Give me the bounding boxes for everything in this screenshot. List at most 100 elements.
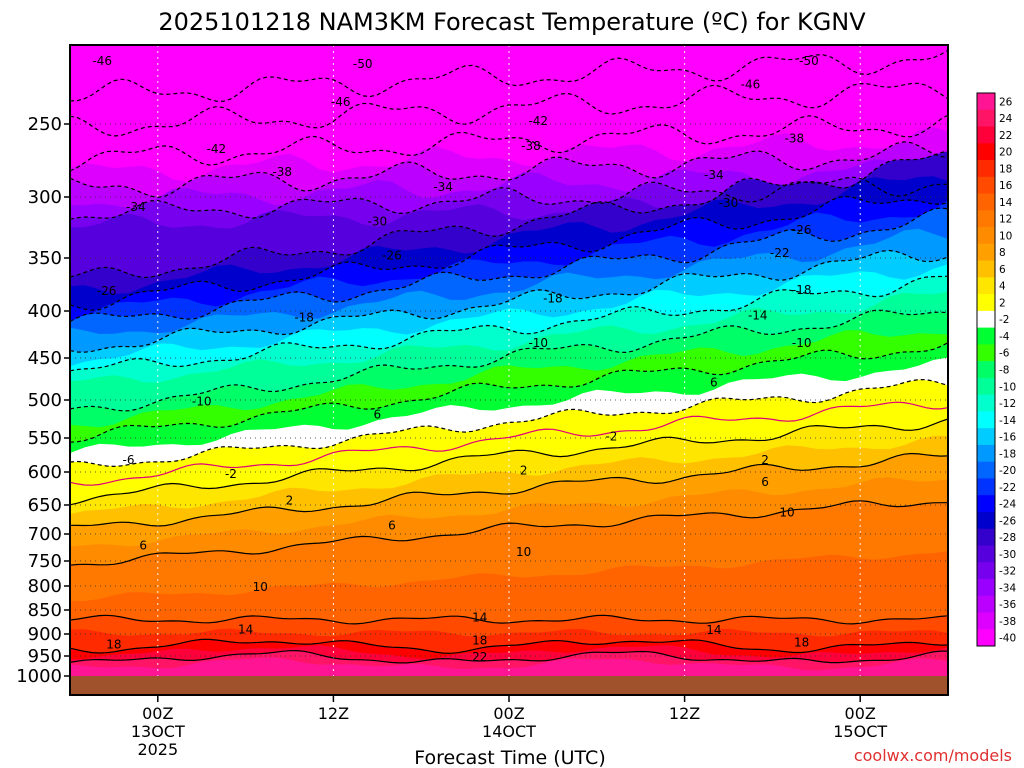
isotherm-label: -26 — [382, 249, 402, 263]
x-tick-label: 12Z — [669, 704, 700, 723]
isotherm-label-text: -50 — [799, 54, 819, 68]
colorbar-swatch — [977, 277, 995, 295]
isotherm-label-text: 18 — [106, 638, 121, 652]
isotherm-line — [69, 418, 949, 506]
x-tick-label: 00Z — [845, 704, 876, 723]
colorbar-label: 4 — [999, 281, 1006, 293]
isotherm-label: -46 — [741, 78, 761, 92]
colorbar-label: -6 — [999, 348, 1010, 360]
isotherm-line — [69, 452, 949, 527]
isotherm-label-text: 6 — [388, 518, 396, 532]
colorbar-swatch — [977, 160, 995, 178]
colorbar-swatch — [977, 478, 995, 496]
colorbar-swatch — [977, 327, 995, 345]
isotherm-label: 14 — [238, 623, 253, 637]
credit-link[interactable]: coolwx.com/models — [854, 746, 1012, 765]
isotherm-line — [69, 249, 949, 353]
freezing-line — [69, 401, 949, 486]
isotherm-line — [69, 309, 949, 412]
colorbar-swatch — [977, 394, 995, 412]
colorbar-label: -4 — [999, 331, 1010, 343]
isotherm-label: -30 — [367, 214, 387, 228]
colorbar-label: -38 — [999, 616, 1016, 628]
isotherm-label: 6 — [373, 407, 381, 421]
colorbar-swatch — [977, 109, 995, 128]
isotherm-label-text: 10 — [516, 545, 531, 559]
y-tick-label: 350 — [28, 248, 62, 269]
isotherm-label: -38 — [785, 132, 805, 146]
isotherm-label: -42 — [528, 114, 548, 128]
isotherm-label: -22 — [770, 246, 790, 260]
temperature-bands — [70, 127, 948, 696]
isotherm-label: -34 — [704, 168, 724, 182]
colorbar-swatch — [977, 562, 995, 580]
isotherm-label-text: -18 — [792, 283, 812, 297]
isotherm-label-text: 6 — [139, 538, 147, 552]
colorbar-label: 18 — [999, 163, 1012, 175]
y-tick-label: 300 — [28, 187, 62, 208]
isotherm-label: -6 — [123, 453, 135, 467]
x-tick-label: 00Z — [142, 704, 173, 723]
isotherm-label-text: -26 — [792, 223, 812, 237]
y-tick-label: 950 — [28, 646, 62, 667]
isotherm-label-text: 2 — [520, 464, 528, 478]
x-tick-label: 12Z — [318, 704, 349, 723]
colorbar-swatch — [977, 210, 995, 228]
colorbar-label: 16 — [999, 180, 1013, 192]
isotherm-label-text: 18 — [794, 635, 809, 649]
isotherm-label-text: -18 — [543, 291, 563, 305]
colorbar-swatch — [977, 361, 995, 379]
isotherm-label-text: -42 — [528, 114, 548, 128]
colorbar-label: -36 — [999, 599, 1016, 611]
isotherm-label-text: -34 — [126, 200, 146, 214]
isotherm-label: 10 — [516, 545, 531, 559]
isotherm-label: -18 — [294, 311, 314, 325]
x-tick-date: 13OCT — [131, 722, 185, 741]
isotherm-line — [69, 195, 949, 311]
isotherm-line — [69, 150, 949, 279]
y-tick-label: 650 — [28, 495, 62, 516]
isotherm-label-text: 6 — [373, 407, 381, 421]
colorbar-swatch — [977, 595, 995, 613]
colorbar-label: -16 — [999, 432, 1016, 444]
colorbar-label: -12 — [999, 398, 1016, 410]
isotherm-label: 14 — [472, 611, 487, 625]
isotherm-label-text: 22 — [472, 650, 487, 664]
isotherm-label: -10 — [528, 336, 548, 350]
colorbar-swatch — [977, 310, 995, 329]
isotherm-label: -50 — [799, 54, 819, 68]
isotherm-label-text: -26 — [97, 284, 117, 298]
y-tick-label: 850 — [28, 600, 62, 621]
isotherm-label-text: -50 — [353, 57, 373, 71]
colorbar-label: -8 — [999, 365, 1009, 377]
colorbar-swatch — [977, 93, 995, 111]
colorbar-swatch — [977, 528, 995, 546]
colorbar-label: -10 — [999, 381, 1016, 393]
isotherm-label-text: -30 — [367, 214, 387, 228]
isotherm-label: -46 — [92, 54, 112, 68]
colorbar-swatch — [977, 143, 995, 161]
isotherm-label-text: -2 — [605, 429, 617, 443]
isotherm-label-text: 10 — [253, 580, 268, 594]
isotherm-label-text: -18 — [294, 311, 314, 325]
colorbar-label: -32 — [999, 566, 1016, 578]
chart-title: 2025101218 NAM3KM Forecast Temperature (… — [158, 8, 866, 36]
colorbar-swatch — [977, 260, 995, 278]
colorbar-label: 2 — [999, 297, 1006, 309]
isotherm-label-text: -10 — [792, 336, 812, 350]
isotherm-label-text: -46 — [741, 78, 761, 92]
isotherm-label: 6 — [388, 518, 396, 532]
isotherm-label: -34 — [433, 180, 453, 194]
colorbar-swatch — [977, 461, 995, 479]
isotherm-label: 10 — [779, 506, 794, 520]
y-tick-label: 700 — [28, 524, 62, 545]
y-tick-label: 550 — [28, 428, 62, 449]
isotherm-label-text: -46 — [331, 95, 351, 109]
isotherm-line — [69, 176, 949, 220]
colorbar-label: -34 — [999, 582, 1016, 594]
isotherm-label-text: -34 — [433, 180, 453, 194]
colorbar-label: 12 — [999, 214, 1012, 226]
y-tick-label: 800 — [28, 576, 62, 597]
isotherm-label: -38 — [272, 165, 292, 179]
colorbar-label: 24 — [999, 113, 1013, 125]
